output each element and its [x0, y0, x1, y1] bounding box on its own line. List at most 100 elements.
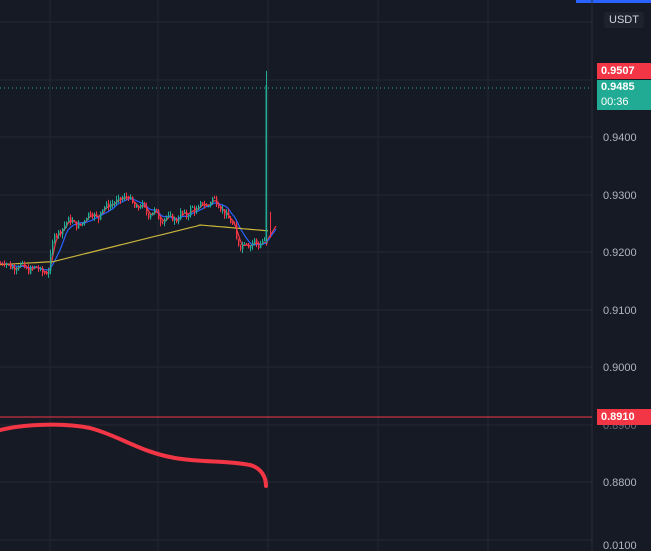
candle-body — [54, 234, 56, 243]
candle-body — [78, 223, 80, 229]
candle-body — [142, 202, 144, 207]
candle-body — [110, 204, 112, 208]
candle-body — [228, 212, 230, 219]
candle-body — [4, 263, 6, 265]
price-tick-label: 0.9400 — [603, 132, 637, 144]
candle-body — [98, 216, 100, 220]
candle-body — [212, 197, 214, 203]
candle-body — [208, 205, 210, 207]
candle-body — [164, 218, 166, 224]
candle-body — [170, 214, 172, 216]
candle-body — [210, 202, 212, 206]
candle-body — [230, 218, 232, 224]
candle-body — [162, 222, 164, 224]
candle-body — [214, 197, 216, 199]
last-price-label: 0.9485 — [601, 81, 635, 93]
candle-body — [218, 205, 220, 208]
candle-body — [120, 197, 122, 201]
candle-body — [138, 205, 140, 208]
candle-body — [146, 206, 148, 214]
candlestick-series — [0, 70, 271, 278]
candle-body — [50, 253, 52, 271]
candle-body — [140, 206, 142, 208]
candle-body — [76, 221, 78, 229]
candle-body — [152, 212, 154, 216]
candle-body — [148, 213, 150, 218]
candle-body — [38, 267, 40, 270]
candle-body — [182, 211, 184, 213]
candle-body — [158, 210, 160, 220]
reference-lines — [0, 87, 592, 418]
candle-body — [100, 211, 102, 220]
candle-body — [222, 209, 224, 211]
candle-body — [174, 218, 176, 222]
candle-body — [178, 219, 180, 222]
candle-body — [14, 267, 16, 271]
candle-body — [144, 202, 146, 207]
candle-body — [246, 243, 248, 245]
candle-body — [28, 268, 30, 274]
last-price-badge: 0.9485 00:36 — [597, 80, 651, 110]
candle-body — [10, 263, 12, 269]
candle-body — [66, 222, 68, 225]
high-price-badge: 0.9507 — [597, 63, 651, 79]
candle-body — [192, 207, 194, 209]
candle-body — [96, 213, 98, 217]
candle-body — [102, 209, 104, 212]
candle-body — [2, 263, 4, 265]
candle-body — [128, 197, 130, 200]
candle-body — [36, 266, 38, 268]
price-axis[interactable]: 0.9400 0.9300 0.9200 0.9100 0.9000 0.8800 0.89… — [603, 132, 637, 551]
candle-body — [124, 196, 126, 199]
candle-body — [92, 215, 94, 218]
candle-body — [130, 196, 132, 200]
candle-body — [58, 231, 60, 236]
candle-body — [180, 211, 182, 220]
candle-body — [94, 213, 96, 218]
candle-body — [122, 198, 124, 201]
candle-body — [88, 212, 90, 219]
candle-body — [12, 267, 14, 269]
candle-body — [150, 215, 152, 218]
candle-body — [30, 267, 32, 274]
candle-body — [172, 214, 174, 222]
candle-body — [18, 266, 20, 269]
price-tick-label: 0.8800 — [603, 477, 637, 489]
horizontal-line-badge[interactable]: 0.8910 — [597, 409, 651, 425]
candle-body — [70, 217, 72, 223]
candle-body — [86, 218, 88, 221]
candle-body — [264, 239, 266, 241]
candle-body — [90, 212, 92, 216]
candle-body — [248, 244, 250, 249]
candle-body — [244, 243, 246, 245]
candle-body — [60, 231, 62, 235]
candle-body — [160, 219, 162, 223]
candle-body — [32, 267, 34, 269]
candle-body — [46, 273, 48, 275]
candle-body — [186, 211, 188, 218]
candle-body — [34, 266, 36, 268]
candle-body — [206, 205, 208, 207]
candle-body — [190, 207, 192, 216]
candle-body — [80, 223, 82, 225]
candle-body — [74, 220, 76, 222]
candle-body — [166, 216, 168, 219]
price-tick-label-bottom: 0.0100 — [603, 540, 637, 551]
candle-body — [68, 217, 70, 223]
candle-body — [62, 228, 64, 235]
candle-body — [232, 223, 234, 225]
candle-body — [104, 207, 106, 210]
candle-body — [114, 203, 116, 205]
candle-body — [64, 224, 66, 229]
candle-body — [196, 209, 198, 213]
candle-body — [258, 243, 260, 248]
candle-body — [40, 267, 42, 270]
high-price-label: 0.9507 — [601, 65, 635, 77]
candle-body — [52, 242, 54, 254]
spike-candle-body — [265, 85, 268, 241]
candle-body — [156, 209, 158, 211]
currency-button[interactable]: USDT — [604, 12, 644, 28]
candle-body — [22, 262, 24, 264]
